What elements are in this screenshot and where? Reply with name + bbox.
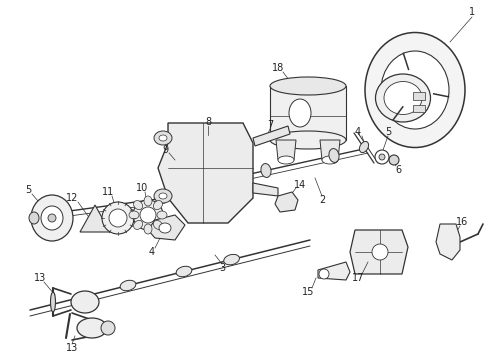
Ellipse shape [120,280,136,291]
Polygon shape [350,230,408,274]
Ellipse shape [71,291,99,313]
Ellipse shape [154,131,172,145]
Text: 4: 4 [149,247,155,257]
Text: 3: 3 [219,263,225,273]
Ellipse shape [159,135,167,141]
Ellipse shape [278,156,294,164]
Polygon shape [80,205,110,232]
Polygon shape [275,192,298,212]
Ellipse shape [109,209,127,227]
Text: 4: 4 [355,127,361,137]
Ellipse shape [157,211,167,219]
Polygon shape [436,224,460,260]
Ellipse shape [153,220,162,229]
Ellipse shape [144,196,152,206]
Ellipse shape [133,200,163,230]
Ellipse shape [159,223,171,233]
Polygon shape [318,262,350,280]
Ellipse shape [129,211,139,219]
Text: 12: 12 [66,193,78,203]
Ellipse shape [102,202,134,234]
Text: 13: 13 [34,273,46,283]
Ellipse shape [101,321,115,335]
Text: 9: 9 [162,145,168,155]
Ellipse shape [140,207,156,223]
Ellipse shape [159,193,167,199]
Text: 5: 5 [385,127,391,137]
Ellipse shape [154,189,172,203]
Ellipse shape [319,269,329,279]
Ellipse shape [41,206,63,230]
Ellipse shape [144,224,152,234]
Ellipse shape [31,195,73,241]
Text: 18: 18 [272,63,284,73]
Ellipse shape [322,156,338,164]
Polygon shape [320,140,340,160]
Text: 16: 16 [456,217,468,227]
Polygon shape [253,126,290,146]
Ellipse shape [134,220,143,229]
Ellipse shape [329,149,339,162]
Ellipse shape [375,74,431,122]
Ellipse shape [289,99,311,127]
Ellipse shape [50,292,55,312]
Text: 14: 14 [294,180,306,190]
Ellipse shape [77,318,107,338]
Text: 5: 5 [25,185,31,195]
Text: 13: 13 [66,343,78,353]
Text: 8: 8 [205,117,211,127]
Ellipse shape [270,77,346,95]
Ellipse shape [384,81,422,114]
Ellipse shape [153,201,162,210]
Text: 7: 7 [267,120,273,130]
Ellipse shape [29,212,39,224]
Polygon shape [158,123,253,223]
Polygon shape [270,86,346,140]
Ellipse shape [381,51,449,129]
Ellipse shape [372,244,388,260]
Text: 11: 11 [102,187,114,197]
Text: 1: 1 [469,7,475,17]
Ellipse shape [48,214,56,222]
Polygon shape [148,215,185,240]
Polygon shape [413,105,425,112]
Ellipse shape [365,32,465,148]
Ellipse shape [261,163,271,177]
Ellipse shape [389,155,399,165]
Polygon shape [276,140,296,160]
Ellipse shape [360,141,368,153]
Polygon shape [413,92,425,100]
Text: 10: 10 [136,183,148,193]
Text: 15: 15 [302,287,314,297]
Ellipse shape [379,154,385,160]
Ellipse shape [375,150,389,164]
Text: 6: 6 [395,165,401,175]
Ellipse shape [134,201,143,210]
Ellipse shape [176,266,192,277]
Polygon shape [253,183,278,196]
Ellipse shape [270,131,346,149]
Text: 2: 2 [319,195,325,205]
Ellipse shape [224,255,240,265]
Text: 17: 17 [352,273,364,283]
